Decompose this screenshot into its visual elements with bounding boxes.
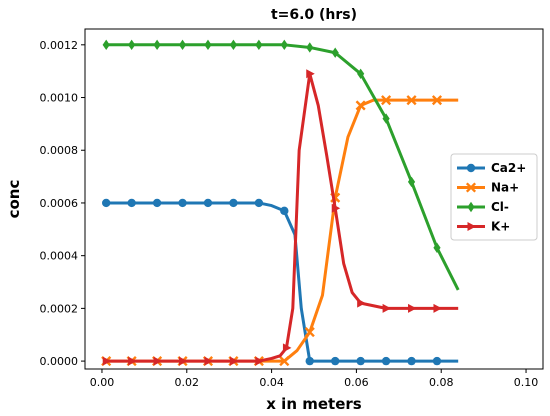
data-point <box>305 356 314 366</box>
legend-marker <box>467 201 475 213</box>
y-axis-label: conc <box>5 180 23 219</box>
data-point <box>331 356 340 366</box>
data-point <box>153 39 161 51</box>
data-point <box>102 198 111 208</box>
data-point <box>204 39 212 51</box>
data-point <box>280 206 289 216</box>
series-line <box>106 72 459 363</box>
series-layer <box>101 39 460 367</box>
data-point <box>127 198 136 208</box>
data-point <box>407 356 416 366</box>
legend-box <box>450 153 538 241</box>
legend-marker <box>465 182 477 193</box>
series-K+ <box>102 69 459 366</box>
data-point <box>356 356 365 366</box>
y-tick-label: 0.0012 <box>40 39 79 52</box>
data-point <box>381 95 392 106</box>
data-point <box>382 113 390 124</box>
data-point <box>306 69 315 79</box>
data-point <box>279 356 290 367</box>
data-point <box>304 327 315 338</box>
data-point <box>153 356 163 366</box>
data-point <box>254 198 264 208</box>
x-tick-label: 0.10 <box>514 376 539 389</box>
data-point <box>128 39 136 51</box>
data-point <box>306 42 314 53</box>
data-point <box>179 356 188 366</box>
x-tick-label: 0.08 <box>429 376 454 389</box>
y-tick-label: 0.0006 <box>40 197 79 210</box>
data-point <box>203 198 213 208</box>
y-tick-label: 0.0004 <box>40 250 79 263</box>
data-point <box>178 39 187 51</box>
series-Cl- <box>102 39 460 291</box>
data-point <box>229 356 239 366</box>
data-point <box>433 303 442 313</box>
data-point <box>381 356 391 366</box>
data-point <box>229 39 238 51</box>
legend-label: Na+ <box>491 181 519 195</box>
data-point <box>280 39 288 51</box>
x-tick-label: 0.00 <box>90 376 115 389</box>
data-point <box>102 356 112 366</box>
legend: Ca2+ Na+ Cl- K+ <box>450 153 538 241</box>
x-axis-label: x in meters <box>266 395 361 413</box>
data-point <box>331 203 341 213</box>
data-point <box>355 100 366 111</box>
data-point <box>178 198 187 208</box>
data-point <box>431 95 443 106</box>
data-point <box>204 356 213 366</box>
data-point <box>102 39 110 51</box>
legend-marker <box>467 222 476 231</box>
data-point <box>357 298 366 308</box>
legend-item: Cl- <box>457 200 509 214</box>
y-tick-label: 0.0008 <box>40 144 79 157</box>
data-point <box>357 68 365 80</box>
data-point <box>382 303 392 313</box>
data-point <box>128 356 137 366</box>
legend-item: K+ <box>457 220 510 234</box>
plot-frame <box>84 28 544 370</box>
y-tick-label: 0.0000 <box>40 355 79 368</box>
y-axis: 0.0000 0.0002 0.0004 0.0006 0.0008 0.0010 0.00… <box>40 39 85 368</box>
legend-item: Na+ <box>457 181 519 195</box>
legend-label: K+ <box>491 220 510 234</box>
legend-marker <box>466 163 476 173</box>
chart-title: t=6.0 (hrs) <box>271 7 357 23</box>
legend-label: Cl- <box>491 200 509 214</box>
y-tick-label: 0.0010 <box>40 92 79 105</box>
y-tick-label: 0.0002 <box>40 302 79 315</box>
x-tick-label: 0.02 <box>175 376 200 389</box>
data-point <box>255 356 264 366</box>
data-point <box>432 356 442 366</box>
data-point <box>433 242 441 253</box>
x-axis: 0.00 0.02 0.04 0.06 0.08 0.10 <box>90 369 539 389</box>
data-point <box>408 303 417 313</box>
data-point <box>282 343 292 353</box>
legend-item: Ca2+ <box>457 161 526 175</box>
data-point <box>229 198 238 208</box>
series-Ca2+ <box>102 198 459 366</box>
legend-label: Ca2+ <box>491 161 526 175</box>
data-point <box>406 95 417 106</box>
series-line <box>106 201 459 363</box>
x-tick-label: 0.04 <box>259 376 284 389</box>
data-point <box>152 198 162 208</box>
x-tick-label: 0.06 <box>344 376 369 389</box>
data-point <box>331 47 339 58</box>
data-point <box>255 39 263 51</box>
data-point <box>407 176 416 188</box>
